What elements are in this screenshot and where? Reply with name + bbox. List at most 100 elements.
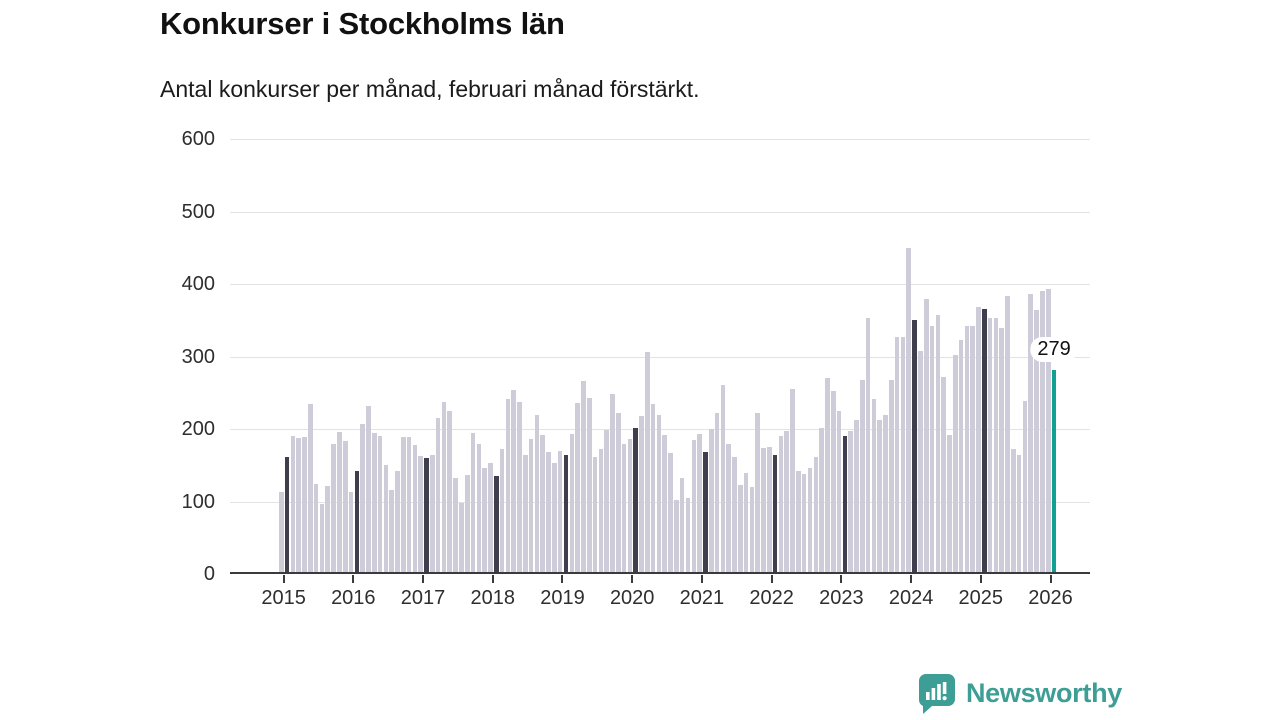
x-axis-tick-label: 2022 [749,587,794,609]
bar-month [476,443,482,572]
y-axis-tick-label: 300 [181,345,215,368]
bar-month [865,317,871,572]
x-axis-tick [979,575,982,583]
bar-month [952,355,958,572]
bar-month [923,298,929,572]
bar-month [598,449,604,572]
bar-month [889,379,894,572]
bar-month [900,337,906,572]
bar-month [720,384,726,572]
bar-month [906,247,912,572]
bar-month [877,419,883,572]
x-axis-tick [282,575,285,583]
y-gridline [230,211,1090,213]
bar-month [586,398,592,572]
x-axis-tick-label: 2018 [470,587,516,609]
bar-month [1016,455,1022,572]
bar-month [325,486,331,572]
bar-february [633,427,638,572]
bar-month [523,454,528,572]
x-axis-tick-label: 2024 [888,587,934,609]
y-gridline [230,284,1090,285]
bar-month [546,452,551,572]
bar-month [737,485,743,572]
bar-month [958,340,964,572]
bar-month [767,447,772,572]
bar-month [615,413,621,572]
bar-month [894,337,900,572]
bar-month [517,402,522,572]
bar-february [284,457,290,572]
x-axis-tick [840,575,843,583]
bar-month [360,424,365,572]
bar-month [296,437,302,572]
bar-month [976,307,981,572]
bar-month [302,437,307,572]
bar-month [1034,310,1039,572]
bar-month [366,405,371,572]
bar-month [987,317,993,572]
bar-month [528,438,534,572]
bar-month [1028,294,1034,572]
bar-month [825,377,830,572]
bar-month [308,403,313,572]
bar-month [801,474,807,572]
bar-month [319,503,325,572]
x-axis-tick-label: 2019 [540,587,585,609]
bar-month [674,499,679,572]
bar-month [749,487,755,572]
bar-month [342,440,348,572]
bar-month [726,444,731,572]
bar-february [563,455,569,572]
y-axis-tick-label: 200 [181,418,215,440]
x-axis-tick [770,575,773,583]
value-annotation: 279 [1030,336,1078,362]
chart-subtitle: Antal konkurser per månad, februari måna… [160,76,700,102]
bar-month [621,444,627,572]
bar-month [470,432,476,572]
bar-month [418,456,424,572]
bar-month [662,434,668,572]
bar-month [290,435,296,572]
y-axis-tick-label: 400 [181,273,215,295]
bar-month [1045,289,1051,572]
bar-month [610,394,615,572]
bar-month [639,416,644,572]
bar-month [970,326,975,572]
x-axis-tick [491,575,494,583]
bar-month [464,474,470,572]
bar-month [430,455,435,572]
bar-month [935,315,941,572]
x-axis-tick-label: 2016 [331,587,376,609]
bar-month [488,463,493,572]
bar-february [703,452,708,572]
x-axis-tick [700,575,703,583]
bar-month [441,402,447,572]
bar-month [743,473,749,572]
bar-month [807,467,813,572]
bar-month [592,457,598,572]
bar-month [1022,400,1028,572]
bar-month [761,448,766,572]
bar-month [819,427,824,572]
bar-february [912,319,917,572]
bar-month [348,492,354,572]
bar-month [778,435,784,572]
bar-month [499,448,505,572]
bar-month [871,398,877,572]
bar-month [581,381,586,572]
bar-month [557,450,563,572]
bar-february [424,458,429,572]
bar-month [947,434,952,572]
x-axis-tick [352,575,355,583]
bar-month [482,468,487,572]
bar-month [406,437,412,572]
bar-month [784,431,790,572]
bar-month [732,456,737,572]
y-gridline [230,356,1090,358]
bar-highlighted-latest-february [1051,369,1057,572]
y-axis-tick-label: 500 [181,200,215,223]
bar-month [331,444,336,572]
bar-month [552,463,557,572]
